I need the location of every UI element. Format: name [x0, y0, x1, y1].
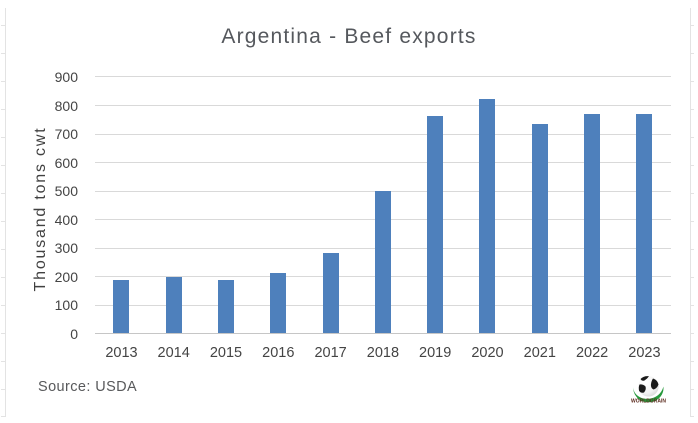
svg-text:WORLDGRAIN: WORLDGRAIN	[631, 399, 666, 405]
